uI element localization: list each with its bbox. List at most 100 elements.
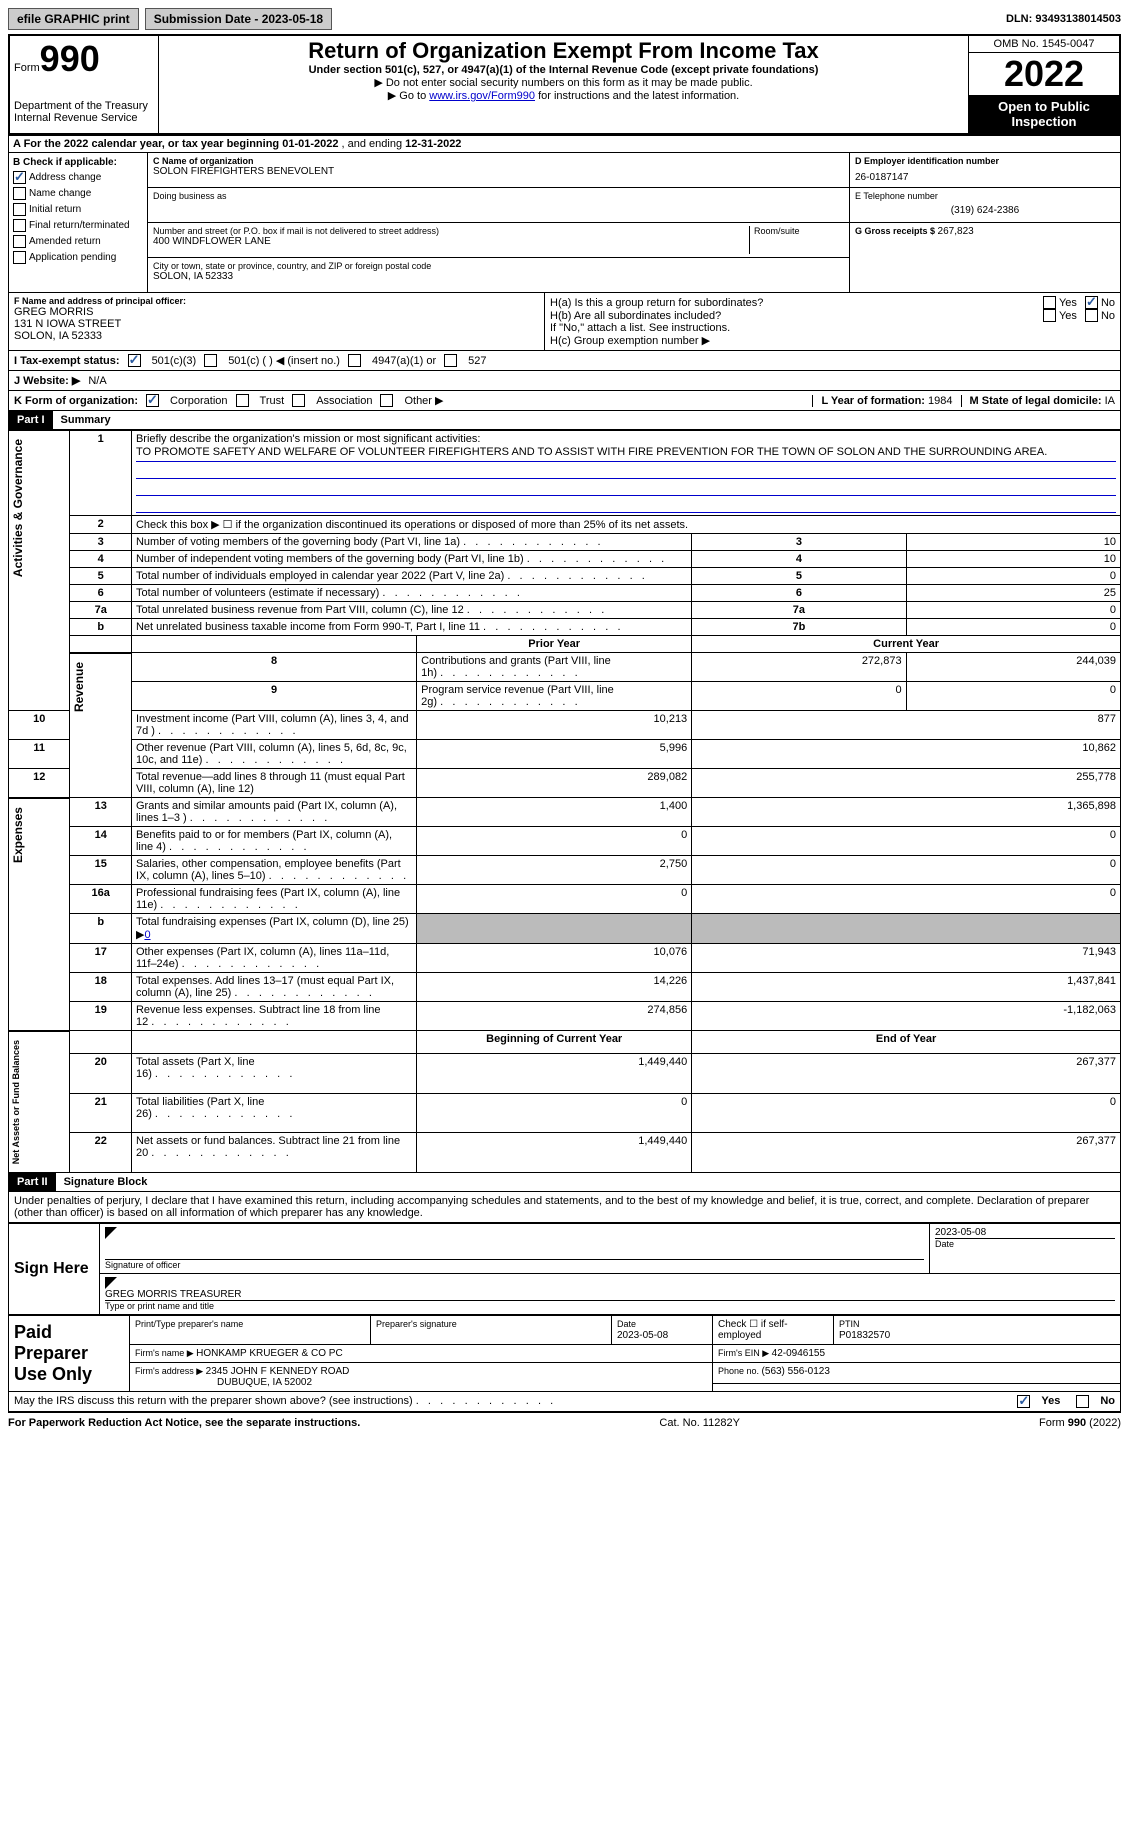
sig-date-label: Date: [935, 1238, 1115, 1249]
check-527[interactable]: [444, 354, 457, 367]
preparer-sig-label: Preparer's signature: [376, 1319, 606, 1329]
check-501c3[interactable]: [128, 354, 141, 367]
line12: Total revenue—add lines 8 through 11 (mu…: [131, 769, 416, 798]
preparer-print-label: Print/Type preparer's name: [135, 1319, 365, 1329]
line7b: Net unrelated business taxable income fr…: [131, 619, 691, 636]
org-name-label: C Name of organization: [153, 156, 844, 166]
check-address-change[interactable]: [13, 171, 26, 184]
org-address: 400 WINDFLOWER LANE: [153, 236, 749, 247]
ha-no[interactable]: [1085, 296, 1098, 309]
line14: Benefits paid to or for members (Part IX…: [131, 827, 416, 856]
sig-officer-label: Signature of officer: [105, 1260, 924, 1270]
section-a-calendar-year: A For the 2022 calendar year, or tax yea…: [8, 135, 1121, 153]
col-d-right: D Employer identification number 26-0187…: [849, 153, 1120, 292]
part2-header: Part II Signature Block: [8, 1173, 1121, 1192]
form-subtitle: Under section 501(c), 527, or 4947(a)(1)…: [163, 64, 964, 76]
paid-preparer-table: Paid Preparer Use Only Print/Type prepar…: [8, 1315, 1121, 1392]
firm-addr2: DUBUQUE, IA 52002: [217, 1377, 312, 1388]
line19: Revenue less expenses. Subtract line 18 …: [131, 1002, 416, 1031]
officer-label: F Name and address of principal officer:: [14, 296, 539, 306]
phone-label: E Telephone number: [855, 191, 1115, 201]
form-label: Form: [14, 62, 40, 74]
officer-name: GREG MORRIS: [14, 306, 539, 318]
ein-value: 26-0187147: [855, 172, 1115, 183]
check-initial-return[interactable]: [13, 203, 26, 216]
penalties-text: Under penalties of perjury, I declare th…: [8, 1192, 1121, 1223]
gross-label: G Gross receipts $: [855, 226, 938, 236]
firm-addr1: 2345 JOHN F KENNEDY ROAD: [206, 1366, 350, 1377]
line3: Number of voting members of the governin…: [131, 534, 691, 551]
part1-label: Part I: [9, 411, 53, 429]
col-c-org-info: C Name of organization SOLON FIREFIGHTER…: [148, 153, 849, 292]
check-4947[interactable]: [348, 354, 361, 367]
check-trust[interactable]: [236, 394, 249, 407]
firm-ein: 42-0946155: [772, 1348, 825, 1359]
summary-table: Activities & Governance 1 Briefly descri…: [8, 430, 1121, 1173]
begin-year-header: Beginning of Current Year: [417, 1031, 692, 1054]
tax-year: 2022: [969, 53, 1119, 95]
gross-value: 267,823: [938, 226, 974, 237]
line13: Grants and similar amounts paid (Part IX…: [131, 798, 416, 827]
omb-number: OMB No. 1545-0047: [969, 36, 1119, 53]
arrow-icon: [105, 1227, 117, 1239]
check-assoc[interactable]: [292, 394, 305, 407]
officer-addr1: 131 N IOWA STREET: [14, 318, 539, 330]
dln: DLN: 93493138014503: [1006, 13, 1121, 25]
officer-addr2: SOLON, IA 52333: [14, 330, 539, 342]
section-activities-label: Activities & Governance: [9, 431, 27, 585]
line10: Investment income (Part VIII, column (A)…: [131, 711, 416, 740]
check-501c[interactable]: [204, 354, 217, 367]
officer-printed-name: GREG MORRIS TREASURER: [105, 1289, 1115, 1301]
line16b: Total fundraising expenses (Part IX, col…: [131, 914, 416, 944]
check-final-return[interactable]: [13, 219, 26, 232]
irs-link[interactable]: www.irs.gov/Form990: [429, 90, 535, 102]
line22: Net assets or fund balances. Subtract li…: [131, 1133, 416, 1173]
line16a: Professional fundraising fees (Part IX, …: [131, 885, 416, 914]
section-netassets-label: Net Assets or Fund Balances: [9, 1032, 23, 1172]
dba-label: Doing business as: [153, 191, 844, 201]
hb-label: H(b) Are all subordinates included?: [550, 310, 1043, 322]
check-amended-return[interactable]: [13, 235, 26, 248]
discuss-yes[interactable]: [1017, 1395, 1030, 1408]
efile-button[interactable]: efile GRAPHIC print: [8, 8, 139, 30]
hb-no[interactable]: [1085, 309, 1098, 322]
hc-label: H(c) Group exemption number ▶: [550, 334, 1115, 347]
section-revenue-label: Revenue: [70, 654, 88, 720]
j-label: J Website: ▶: [14, 374, 80, 387]
check-other[interactable]: [380, 394, 393, 407]
check-name-change[interactable]: [13, 187, 26, 200]
hb-note: If "No," attach a list. See instructions…: [550, 322, 1115, 334]
preparer-date: 2023-05-08: [617, 1330, 668, 1341]
line7a-val: 0: [906, 602, 1120, 619]
part2-title: Signature Block: [56, 1173, 156, 1191]
check-application-pending[interactable]: [13, 251, 26, 264]
check-corp[interactable]: [146, 394, 159, 407]
firm-phone: (563) 556-0123: [762, 1366, 830, 1377]
ha-yes[interactable]: [1043, 296, 1056, 309]
row-k-form-org: K Form of organization: Corporation Trus…: [8, 391, 1121, 411]
end-year-header: End of Year: [692, 1031, 1121, 1054]
line2: Check this box ▶ ☐ if the organization d…: [131, 516, 1120, 534]
prior-year-header: Prior Year: [417, 636, 692, 653]
firm-name: HONKAMP KRUEGER & CO PC: [196, 1348, 343, 1359]
phone-value: (319) 624-2386: [855, 205, 1115, 216]
line3-val: 10: [906, 534, 1120, 551]
i-label: I Tax-exempt status:: [14, 355, 120, 367]
line15: Salaries, other compensation, employee b…: [131, 856, 416, 885]
line6-val: 25: [906, 585, 1120, 602]
open-inspection: Open to Public Inspection: [969, 95, 1119, 133]
line20: Total assets (Part X, line 16): [131, 1054, 416, 1094]
part2-label: Part II: [9, 1173, 56, 1191]
row-j-website: J Website: ▶ N/A: [8, 371, 1121, 391]
self-employed-check[interactable]: Check ☐ if self-employed: [713, 1315, 834, 1344]
footer: For Paperwork Reduction Act Notice, see …: [8, 1417, 1121, 1429]
arrow-icon: [105, 1277, 117, 1289]
note-ssn: ▶ Do not enter social security numbers o…: [163, 76, 964, 89]
k-label: K Form of organization:: [14, 395, 138, 407]
hb-yes[interactable]: [1043, 309, 1056, 322]
addr-label: Number and street (or P.O. box if mail i…: [153, 226, 749, 236]
row-f-h: F Name and address of principal officer:…: [8, 293, 1121, 351]
website-value: N/A: [88, 375, 106, 387]
form-number: 990: [40, 38, 100, 79]
discuss-no[interactable]: [1076, 1395, 1089, 1408]
